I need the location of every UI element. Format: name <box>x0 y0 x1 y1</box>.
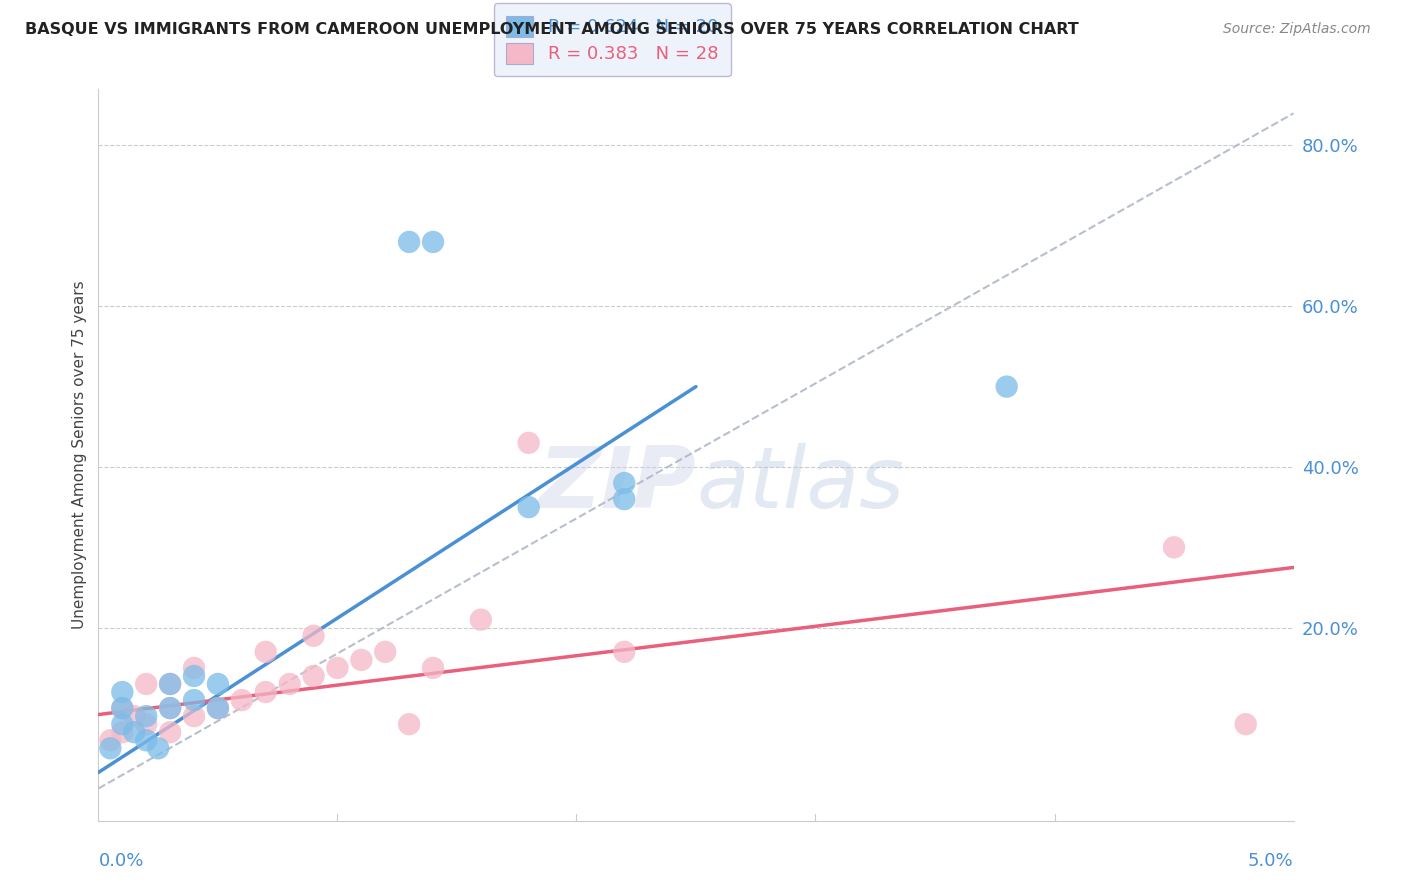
Point <box>1163 541 1185 555</box>
Point <box>207 677 229 691</box>
Point <box>124 725 146 739</box>
Point <box>470 613 492 627</box>
Point <box>326 661 349 675</box>
Point <box>159 677 181 691</box>
Point <box>207 701 229 715</box>
Point <box>183 661 205 675</box>
Point <box>148 741 170 756</box>
Point <box>613 492 636 507</box>
Point <box>254 645 277 659</box>
Point <box>111 717 134 731</box>
Point <box>374 645 396 659</box>
Point <box>111 701 134 715</box>
Point <box>517 435 540 450</box>
Point <box>995 379 1018 393</box>
Point <box>159 701 181 715</box>
Point <box>422 235 444 249</box>
Point <box>111 685 134 699</box>
Point <box>1234 717 1257 731</box>
Text: ZIP: ZIP <box>538 442 696 525</box>
Point <box>278 677 301 691</box>
Point <box>398 717 420 731</box>
Point <box>135 733 157 747</box>
Point <box>159 701 181 715</box>
Point <box>183 669 205 683</box>
Point <box>98 741 122 756</box>
Point <box>613 645 636 659</box>
Point <box>111 701 134 715</box>
Point <box>183 709 205 723</box>
Point <box>124 709 146 723</box>
Point <box>135 677 157 691</box>
Point <box>135 709 157 723</box>
Point <box>517 500 540 515</box>
Point <box>207 701 229 715</box>
Text: 0.0%: 0.0% <box>98 852 143 870</box>
Point <box>422 661 444 675</box>
Point <box>159 677 181 691</box>
Text: BASQUE VS IMMIGRANTS FROM CAMEROON UNEMPLOYMENT AMONG SENIORS OVER 75 YEARS CORR: BASQUE VS IMMIGRANTS FROM CAMEROON UNEMP… <box>25 22 1078 37</box>
Point <box>302 629 325 643</box>
Point <box>398 235 420 249</box>
Legend: R = 0.624   N = 20, R = 0.383   N = 28: R = 0.624 N = 20, R = 0.383 N = 28 <box>494 4 731 77</box>
Point <box>613 476 636 491</box>
Point <box>111 725 134 739</box>
Y-axis label: Unemployment Among Seniors over 75 years: Unemployment Among Seniors over 75 years <box>72 281 87 629</box>
Point <box>98 733 122 747</box>
Point <box>231 693 253 707</box>
Text: atlas: atlas <box>696 442 904 525</box>
Point <box>254 685 277 699</box>
Point <box>350 653 373 667</box>
Point <box>159 725 181 739</box>
Text: 5.0%: 5.0% <box>1249 852 1294 870</box>
Point <box>183 693 205 707</box>
Point <box>302 669 325 683</box>
Text: Source: ZipAtlas.com: Source: ZipAtlas.com <box>1223 22 1371 37</box>
Point <box>135 717 157 731</box>
